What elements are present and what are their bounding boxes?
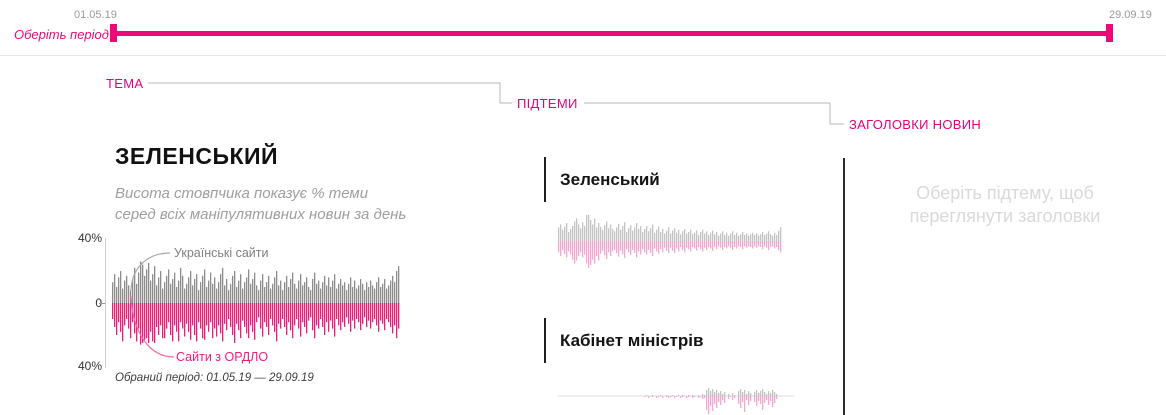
subtopic-chart-zelensky — [558, 200, 794, 290]
topic-title: ЗЕЛЕНСЬКИЙ — [115, 143, 279, 169]
subtopic-rule — [544, 318, 546, 363]
period-slider-track[interactable] — [114, 31, 1111, 36]
legend-ukrainian-sites: Українські сайти — [174, 246, 269, 260]
subtopic-chart-cabinet — [558, 360, 794, 415]
main-topic-chart — [112, 236, 404, 381]
y-axis-label-top: 40% — [77, 231, 102, 245]
selected-period-note: Обраний період: 01.05.19 — 29.09.19 — [115, 372, 314, 384]
topic-subtitle-line1: Висота стовпчика показує % теми — [115, 185, 369, 202]
period-slider-handle-end[interactable] — [1106, 24, 1113, 42]
period-slider-handle-start[interactable] — [110, 24, 117, 42]
y-axis-line — [105, 238, 106, 368]
y-axis-label-bottom: 40% — [77, 359, 102, 373]
subtopic-item-zelensky[interactable]: Зеленський — [544, 156, 834, 306]
topic-subtitle: Висота стовпчика показує % теми серед вс… — [115, 184, 406, 225]
slider-start-date: 01.05.19 — [74, 9, 117, 21]
headlines-placeholder-line2: переглянути заголовки — [909, 206, 1101, 227]
headlines-placeholder-line1: Оберіть підтему, щоб — [916, 183, 1094, 203]
flow-headlines-label: ЗАГОЛОВКИ НОВИН — [849, 117, 982, 132]
slider-end-date: 29.09.19 — [1109, 9, 1152, 21]
y-axis-zero-tick — [99, 303, 105, 304]
headlines-placeholder: Оберіть підтему, щоб переглянути заголов… — [855, 182, 1155, 228]
header-divider — [0, 55, 1166, 56]
subtopic-item-cabinet[interactable]: Кабінет міністрів — [544, 317, 834, 415]
legend-ordlo-sites: Сайти з ОРДЛО — [176, 350, 269, 364]
annotation-curves — [130, 252, 175, 358]
y-axis-label-zero: 0 — [76, 296, 102, 310]
period-slider-label: Оберіть період — [14, 27, 109, 42]
subtopic-rule — [544, 157, 546, 202]
flow-subtopics-label: ПІДТЕМИ — [517, 96, 578, 111]
subtopic-title: Зеленський — [560, 170, 660, 189]
headlines-column-divider — [843, 158, 845, 415]
flow-connector-lines — [148, 82, 844, 125]
subtopic-title: Кабінет міністрів — [560, 331, 704, 350]
topic-subtitle-line2: серед всіх маніпулятивних новин за день — [115, 205, 407, 223]
flow-topic-label: ТЕМА — [106, 76, 144, 91]
